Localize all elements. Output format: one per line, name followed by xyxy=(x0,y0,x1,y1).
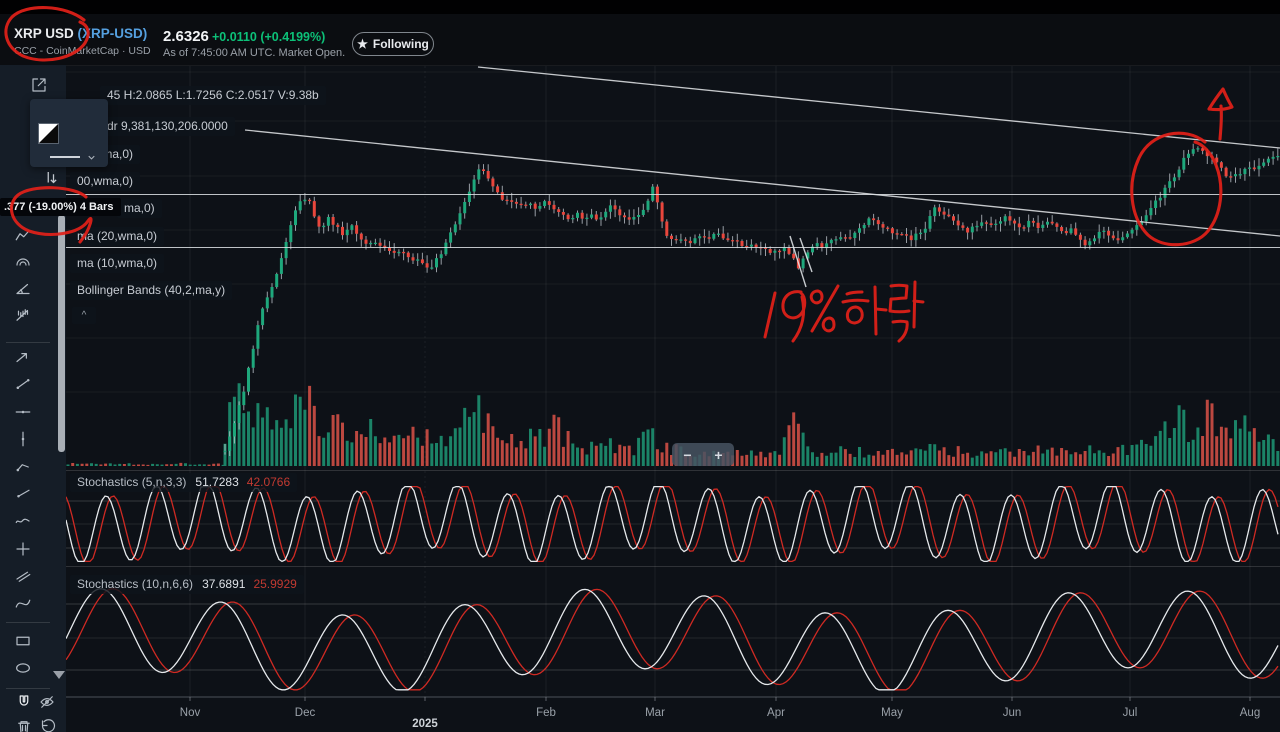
stoch2-k-value: 37.6891 xyxy=(202,577,246,591)
volume-bars-up xyxy=(66,383,1280,466)
axis-label-month: May xyxy=(881,707,903,719)
trend-line-drawing[interactable] xyxy=(477,66,1280,149)
stoch1-name: Stochastics (5,n,3,3) xyxy=(77,475,187,489)
ticker-header: XRP USD (XRP-USD) CCC - CoinMarketCap · … xyxy=(0,14,1280,66)
change-tooltip: .377 (-19.00%) 4 Bars xyxy=(0,198,122,216)
zoom-out-button[interactable]: − xyxy=(683,446,692,463)
arc-tool-icon[interactable] xyxy=(12,251,34,273)
ticker-title: XRP USD (XRP-USD) xyxy=(14,26,147,41)
restore-icon[interactable] xyxy=(36,716,58,732)
axis-label-month: Nov xyxy=(180,707,201,719)
axis-label-month: Jun xyxy=(1003,707,1022,719)
star-icon: ★ xyxy=(357,37,368,51)
following-label: Following xyxy=(372,37,429,51)
trash-icon[interactable] xyxy=(13,716,35,732)
legend-volume-row: dr 9,381,130,206.0000 xyxy=(100,117,235,136)
toolbar-divider xyxy=(6,622,50,623)
magnet-icon[interactable] xyxy=(13,691,35,713)
stoch1-k-value: 51.7283 xyxy=(195,475,239,489)
rectangle-icon[interactable] xyxy=(12,630,34,652)
line-style-dropdown[interactable] xyxy=(50,151,102,163)
arrow-marker-icon[interactable] xyxy=(12,346,34,368)
chart-canvas[interactable]: Nov Dec Feb Mar Apr May Jun Jul Aug 2025 xyxy=(65,65,1280,732)
parallel-channel-icon[interactable] xyxy=(12,565,34,587)
last-price: 2.6326 xyxy=(163,28,209,45)
trend-angle-icon[interactable] xyxy=(12,278,34,300)
top-black-strip xyxy=(0,0,1280,14)
legend-ma10-row[interactable]: ma (10,wma,0) xyxy=(70,254,165,273)
zoom-in-button[interactable]: + xyxy=(714,446,723,463)
legend-ma20-row[interactable]: ma (20,wma,0) xyxy=(70,227,165,246)
axis-label-month: Mar xyxy=(645,707,665,719)
candle-wicks xyxy=(224,143,1279,456)
ticker-symbol: (XRP-USD) xyxy=(77,26,148,41)
stoch2-d-line xyxy=(65,588,1279,691)
line-style-preview xyxy=(50,156,80,158)
following-button[interactable]: ★ Following xyxy=(352,32,434,56)
drawing-toolbar xyxy=(0,65,66,732)
legend-ma50-row[interactable]: ma,0) xyxy=(117,199,162,218)
legend-collapse-button[interactable]: ^ xyxy=(72,307,96,324)
legend-ma200-row[interactable]: 00,wma,0) xyxy=(70,172,141,191)
candles-down xyxy=(308,148,1256,269)
stoch1-d-line xyxy=(65,485,1279,563)
legend-bollinger-row[interactable]: Bollinger Bands (40,2,ma,y) xyxy=(70,281,233,300)
price-change: +0.0110 (+0.4199%) xyxy=(212,30,326,44)
ray-icon[interactable] xyxy=(12,483,34,505)
xabcd-pattern-icon[interactable] xyxy=(12,225,34,247)
hide-drawings-icon[interactable] xyxy=(36,691,58,713)
stochastics1-label[interactable]: Stochastics (5,n,3,3) 51.7283 42.0766 xyxy=(70,473,298,492)
open-dialog-icon[interactable] xyxy=(28,74,50,96)
chart-zoom-controls: − + xyxy=(672,443,734,466)
stoch2-name: Stochastics (10,n,6,6) xyxy=(77,577,194,591)
legend-ohlc-row: 45 H:2.0865 L:1.7256 C:2.0517 V:9.38b xyxy=(100,86,326,105)
toolbar-divider xyxy=(6,688,50,689)
toolbar-scroll-down-icon[interactable] xyxy=(53,671,65,679)
trend-line-drawing[interactable] xyxy=(244,129,1280,237)
brush-icon[interactable] xyxy=(12,510,34,532)
drawing-settings-popup xyxy=(30,99,108,167)
curve-icon[interactable] xyxy=(12,593,34,615)
axis-label-month: Feb xyxy=(536,707,556,719)
stoch1-k-line xyxy=(65,485,1279,563)
axis-label-year: 2025 xyxy=(412,718,438,730)
stoch2-d-value: 25.9929 xyxy=(253,577,297,591)
ellipse-icon[interactable] xyxy=(12,657,34,679)
arrow-down-bar-icon[interactable] xyxy=(42,168,62,188)
ticker-subtitle: CCC - CoinMarketCap · USD xyxy=(14,45,151,57)
stoch1-d-value: 42.0766 xyxy=(246,475,291,489)
axis-label-month: Dec xyxy=(295,707,316,719)
volume-bars-down xyxy=(71,385,1256,466)
color-swatch[interactable] xyxy=(38,123,59,144)
chevron-down-icon xyxy=(88,155,95,160)
vertical-line-icon[interactable] xyxy=(12,428,34,450)
axis-label-month: Aug xyxy=(1240,707,1260,719)
horizontal-line-icon[interactable] xyxy=(12,401,34,423)
ticker-name: XRP USD xyxy=(14,26,78,41)
toolbar-divider xyxy=(6,342,50,343)
asof-status: As of 7:45:00 AM UTC. Market Open. xyxy=(163,47,346,59)
trend-line-icon[interactable] xyxy=(12,373,34,395)
axis-label-month: Apr xyxy=(767,707,785,719)
stoch2-k-line xyxy=(65,588,1279,691)
polyline-icon[interactable] xyxy=(12,456,34,478)
white-mark-drawing[interactable] xyxy=(789,235,807,288)
candles-up xyxy=(223,148,1280,453)
white-mark-drawing[interactable] xyxy=(799,237,813,273)
stochastics2-label[interactable]: Stochastics (10,n,6,6) 37.6891 25.9929 xyxy=(70,575,304,594)
toolbar-scrollbar-thumb[interactable] xyxy=(58,215,65,452)
cross-line-icon[interactable] xyxy=(12,538,34,560)
axis-label-month: Jul xyxy=(1123,707,1138,719)
bars-pattern-icon[interactable] xyxy=(12,304,34,326)
